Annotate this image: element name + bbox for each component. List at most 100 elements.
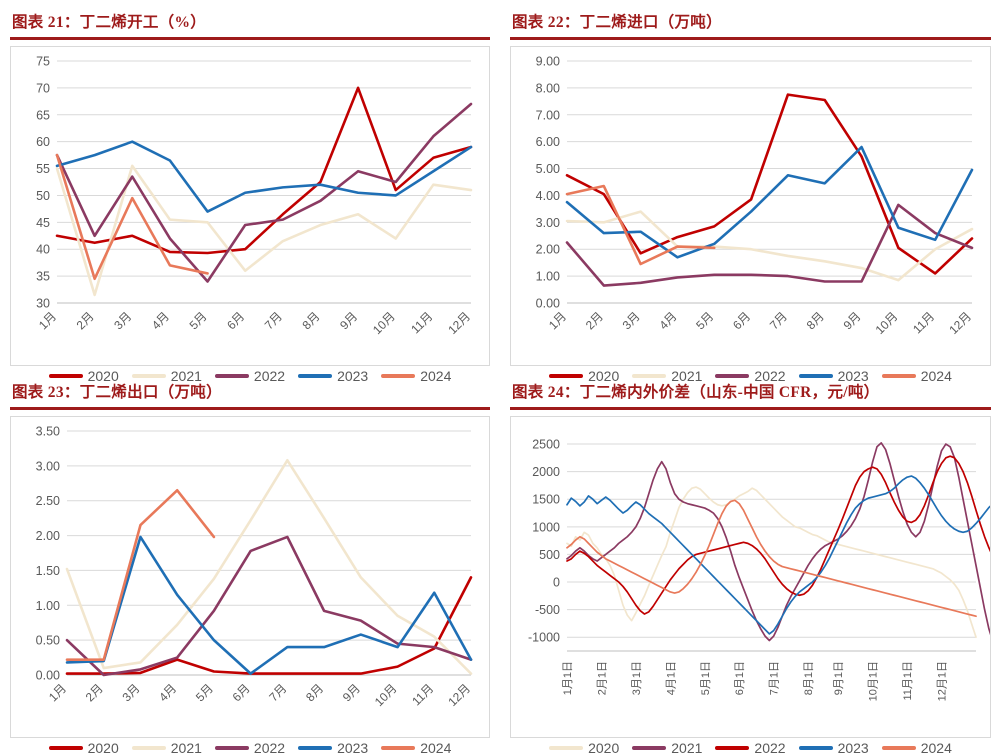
legend-swatch-icon: [298, 746, 333, 750]
x-axis-tick-label: 4月: [656, 309, 679, 332]
series-line-2024: [65, 488, 216, 661]
legend-swatch-icon: [381, 746, 416, 750]
x-axis-tick-label: 1月: [546, 309, 569, 332]
series-line-2024: [565, 184, 716, 266]
x-axis-tick-label: 2月: [583, 309, 606, 332]
legend-label: 2020: [87, 368, 119, 384]
title-rule-23: [10, 407, 490, 410]
x-axis-tick-label: 9月: [337, 309, 360, 332]
legend-item-2021[interactable]: 2021: [632, 740, 702, 756]
y-axis-tick-label: 35: [36, 270, 50, 284]
legend-label: 2022: [754, 368, 786, 384]
series-line-2024: [566, 499, 977, 618]
legend-swatch-icon: [798, 746, 833, 750]
y-axis-tick-label: 55: [36, 162, 50, 176]
series-line-2024: [55, 153, 209, 281]
legend-item-2021[interactable]: 2021: [131, 368, 202, 384]
y-axis-tick-label: 50: [36, 189, 50, 203]
y-axis-tick-label: 9.00: [536, 55, 560, 69]
x-axis-tick-label: 3月: [119, 681, 142, 704]
y-axis-tick-label: 65: [36, 108, 50, 122]
y-axis-tick-label: 5.00: [536, 162, 560, 176]
legend-item-2023[interactable]: 2023: [298, 368, 368, 384]
x-axis-tick-label: 2月: [74, 309, 97, 332]
panel-title-21: 图表 21：丁二烯开工（%）: [12, 14, 207, 31]
legend-swatch-icon: [214, 374, 249, 378]
legend-label: 2021: [170, 740, 202, 756]
legend-label: 2024: [420, 740, 452, 756]
series-line-2022: [565, 203, 974, 287]
line-chart-23: 0.00 0.50 1.00 1.50 2.00 2.50 3.00 3.50 1月 2月 3月 4月…: [36, 425, 473, 710]
legend-item-2022[interactable]: 2022: [715, 368, 786, 384]
y-axis-tick-label: 1.50: [36, 564, 60, 578]
legend-label: 2023: [837, 740, 869, 756]
legend-item-2021[interactable]: 2021: [131, 740, 202, 756]
legend-item-2020[interactable]: 2020: [549, 368, 619, 384]
x-axis-tick-label: 6月: [730, 309, 753, 332]
x-axis-tick-label: 4月: [149, 309, 172, 332]
chart-box-22: 0.00 1.00 2.00 3.00 4.00 5.00 6.00 7.00 8.00 9.00…: [510, 46, 991, 366]
legend-label: 2023: [837, 368, 869, 384]
panel-chart22: 图表 22：丁二烯进口（万吨） 0.00 1.00 2.00 3.00 4.00 5.00…: [500, 0, 1001, 384]
x-axis-tick-label: 8月: [299, 309, 322, 332]
legend-label: 2022: [253, 740, 286, 756]
legend-item-2022[interactable]: 2022: [214, 368, 285, 384]
legend-item-2022[interactable]: 2022: [715, 740, 786, 756]
legend-label: 2022: [754, 740, 786, 756]
legend-item-2020[interactable]: 2020: [48, 368, 119, 384]
title-rule-21: [10, 37, 490, 40]
legend-swatch-icon: [798, 374, 833, 378]
x-axis-tick-label: 4月: [156, 681, 179, 704]
y-axis-tick-label: -1000: [528, 631, 560, 645]
legend-item-2022[interactable]: 2022: [214, 740, 286, 756]
legend-item-2021[interactable]: 2021: [632, 368, 702, 384]
x-axis-tick-label: 12月: [445, 309, 473, 337]
legend-swatch-icon: [715, 374, 750, 378]
legend-item-2023[interactable]: 2023: [298, 740, 368, 756]
legend-item-2023[interactable]: 2023: [798, 740, 869, 756]
legend-item-2024[interactable]: 2024: [881, 740, 952, 756]
legend-swatch-icon: [881, 374, 916, 378]
y-axis-tick-label: 500: [539, 548, 560, 562]
line-chart-21: 30 35 40 45 50 55 60 65 70 75 1月 2月 3月 4月 5月 6月 7月 8月 9月 10…: [36, 55, 473, 338]
series-line-2020: [55, 86, 473, 255]
title-rule-24: [510, 407, 991, 410]
y-axis-tick-label: 2.00: [536, 243, 560, 257]
panel-title-23: 图表 23：丁二烯出口（万吨）: [12, 384, 222, 401]
legend-item-2024[interactable]: 2024: [381, 368, 451, 384]
x-axis-tick-label: 5月: [187, 309, 210, 332]
legend-swatch-icon: [131, 746, 166, 750]
chart-box-24: -1000 -500 0 500 1000 1500 2000 2500 1月1日 2月1日 3月1…: [510, 416, 991, 738]
legend-swatch-icon: [632, 746, 667, 750]
line-chart-22: 0.00 1.00 2.00 3.00 4.00 5.00 6.00 7.00 8.00 9.00…: [536, 55, 974, 338]
series-line-2022: [566, 455, 990, 615]
x-axis-tick-label: 11月: [910, 309, 937, 336]
x-axis-tick-label: 11月: [408, 309, 435, 336]
legend-label: 2021: [671, 368, 703, 384]
legend-swatch-icon: [549, 746, 584, 750]
legend-swatch-icon: [48, 746, 83, 750]
legend-item-2024[interactable]: 2024: [881, 368, 952, 384]
panel-title-24: 图表 24：丁二烯内外价差（山东-中国 CFR，元/吨）: [512, 384, 880, 401]
x-axis-tick-label: 2月1日: [596, 661, 608, 695]
series-line-2022: [65, 535, 473, 677]
x-axis-tick-label: 10月: [873, 309, 901, 337]
series-line-2022: [55, 102, 473, 283]
x-axis-tick-label: 9月: [340, 681, 363, 704]
legend-label: 2021: [170, 368, 202, 384]
chart-box-23: 0.00 0.50 1.00 1.50 2.00 2.50 3.00 3.50 1月 2月 3月 4月…: [10, 416, 490, 738]
legend-item-2020[interactable]: 2020: [48, 740, 119, 756]
legend-item-2020[interactable]: 2020: [549, 740, 619, 756]
y-axis-tick-label: 8.00: [536, 81, 560, 95]
x-axis-tick-label: 2月: [83, 681, 106, 704]
x-axis-tick-label: 6月: [224, 309, 247, 332]
series-line-2021: [565, 210, 974, 282]
legend-item-2023[interactable]: 2023: [798, 368, 869, 384]
x-axis-tick-label: 5月: [693, 309, 716, 332]
legend-21: 2020 2021 2022 2023 2024: [10, 368, 490, 384]
legend-swatch-icon: [48, 374, 83, 378]
legend-item-2024[interactable]: 2024: [381, 740, 451, 756]
y-axis-tick-label: 60: [36, 135, 50, 149]
x-axis-tick-label: 12月1日: [937, 661, 949, 701]
x-axis-tick-label: 6月: [230, 681, 253, 704]
